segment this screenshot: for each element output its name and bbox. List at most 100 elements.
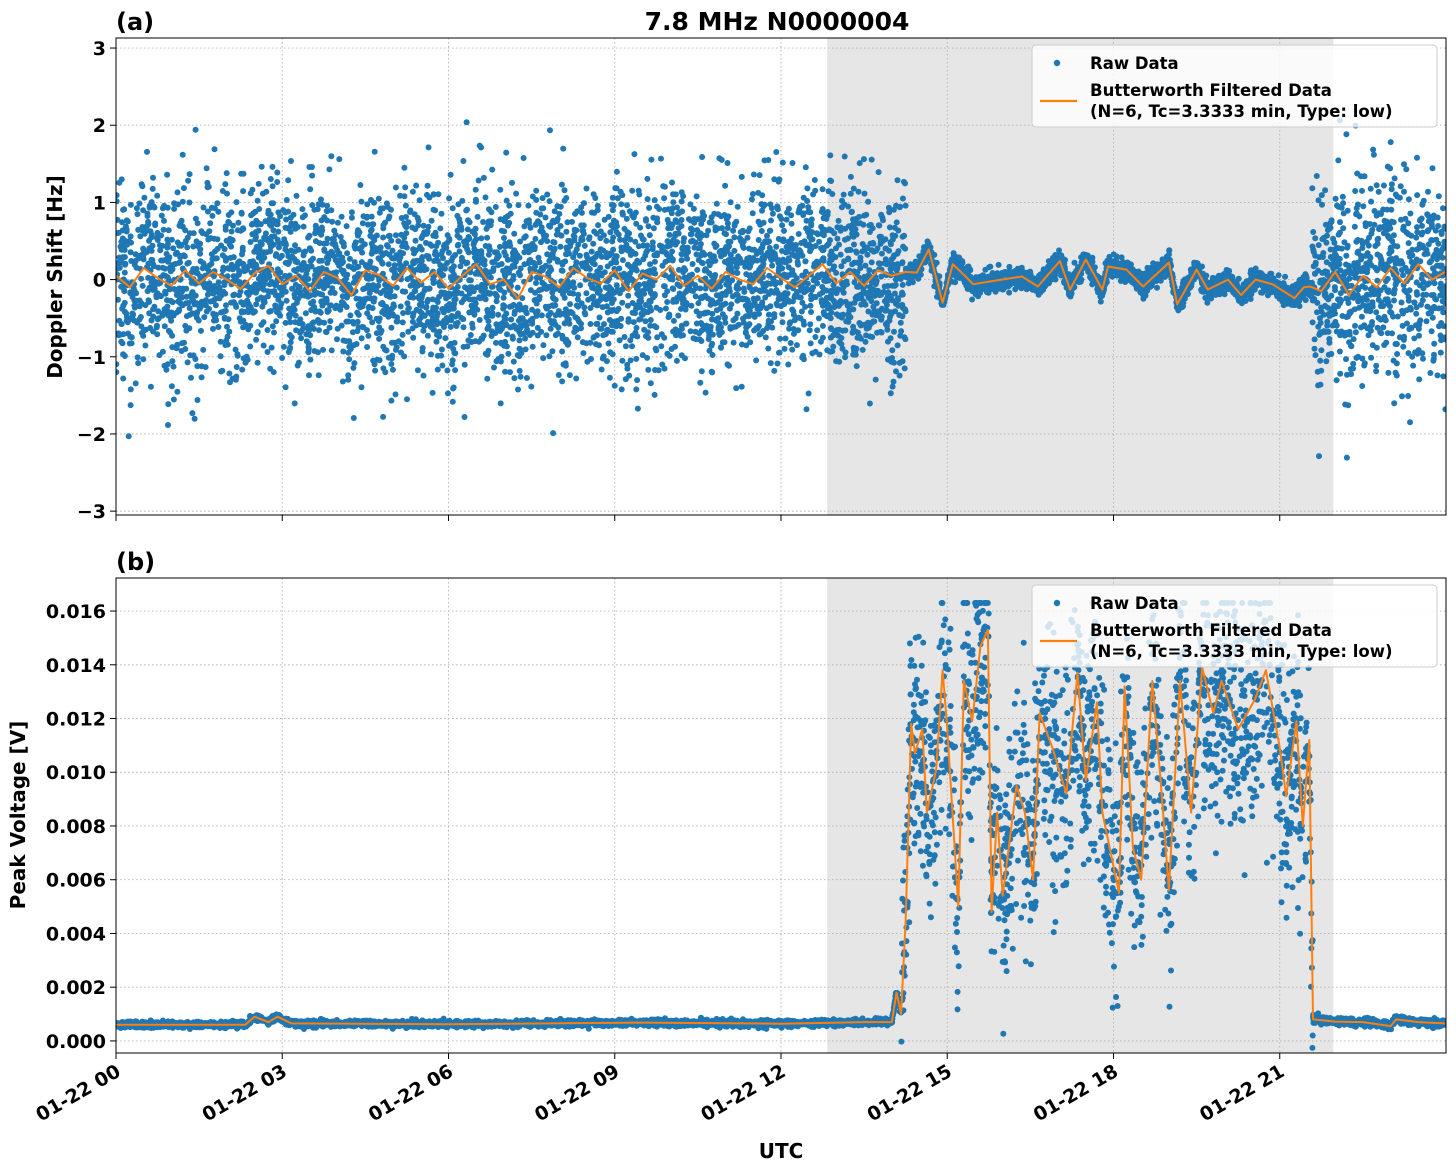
- raw-data-point: [840, 191, 847, 198]
- raw-data-point: [171, 200, 178, 207]
- raw-data-point: [1413, 246, 1420, 253]
- raw-data-point: [851, 279, 858, 286]
- raw-data-point: [603, 358, 610, 365]
- raw-data-point: [1405, 240, 1412, 247]
- raw-data-point: [472, 186, 479, 193]
- raw-data-point: [802, 268, 809, 275]
- raw-data-point: [816, 291, 823, 298]
- raw-data-point: [467, 277, 474, 284]
- raw-data-point: [759, 207, 765, 214]
- raw-data-point: [170, 396, 177, 403]
- raw-data-point: [805, 204, 812, 211]
- raw-data-point: [1360, 203, 1367, 210]
- raw-data-point: [881, 283, 888, 290]
- raw-data-point: [489, 283, 496, 290]
- raw-data-point: [731, 247, 738, 254]
- raw-data-point: [760, 219, 767, 226]
- raw-data-point: [1405, 196, 1412, 203]
- raw-data-point: [1377, 329, 1384, 336]
- raw-data-point: [661, 206, 668, 213]
- raw-data-point: [1400, 227, 1407, 234]
- raw-data-point: [247, 190, 254, 197]
- raw-data-point: [611, 382, 618, 389]
- raw-data-point: [145, 297, 152, 304]
- raw-data-point: [820, 232, 827, 239]
- raw-data-point: [119, 219, 126, 226]
- raw-data-point: [697, 285, 704, 292]
- raw-data-point: [334, 336, 340, 343]
- raw-data-point: [1113, 257, 1120, 263]
- raw-data-point: [164, 274, 171, 281]
- raw-data-point: [647, 380, 654, 387]
- raw-data-point: [1374, 277, 1381, 284]
- raw-data-point: [637, 232, 644, 239]
- raw-data-point: [498, 353, 505, 360]
- raw-data-point: [698, 368, 705, 375]
- raw-data-point: [1405, 393, 1412, 399]
- raw-data-point: [292, 281, 299, 288]
- raw-data-point: [902, 202, 909, 209]
- raw-data-point: [1440, 243, 1446, 250]
- raw-data-point: [855, 188, 862, 195]
- raw-data-point: [1387, 139, 1394, 146]
- raw-data-point: [308, 164, 315, 170]
- raw-data-point: [592, 195, 599, 201]
- raw-data-point: [687, 328, 694, 335]
- raw-data-point: [691, 219, 698, 226]
- raw-data-point: [746, 245, 753, 252]
- y-axis-label-a: Doppler Shift [Hz]: [43, 175, 67, 379]
- raw-data-point: [185, 177, 192, 184]
- raw-data-point: [626, 372, 633, 379]
- raw-data-point: [1424, 228, 1431, 235]
- raw-data-point: [1391, 297, 1397, 304]
- raw-data-point: [972, 291, 979, 298]
- raw-data-point: [1328, 350, 1335, 357]
- raw-data-point: [238, 309, 245, 316]
- raw-data-point: [240, 170, 247, 177]
- raw-data-point: [721, 339, 728, 346]
- raw-data-point: [329, 218, 336, 225]
- raw-data-point: [390, 312, 397, 319]
- raw-data-point: [866, 267, 873, 274]
- raw-data-point: [559, 378, 566, 385]
- raw-data-point: [591, 209, 598, 216]
- raw-data-point: [322, 328, 329, 335]
- raw-data-point: [457, 263, 464, 270]
- raw-data-point: [835, 217, 842, 224]
- raw-data-point: [139, 224, 146, 230]
- raw-data-point: [587, 321, 594, 327]
- raw-data-point: [1408, 232, 1415, 239]
- raw-data-point: [753, 325, 760, 332]
- raw-data-point: [1387, 165, 1394, 172]
- raw-data-point: [630, 319, 637, 326]
- raw-data-point: [364, 344, 371, 350]
- raw-data-point: [279, 355, 286, 361]
- raw-data-point: [768, 257, 775, 263]
- raw-data-point: [606, 374, 613, 381]
- raw-data-point: [1418, 275, 1425, 282]
- raw-data-point: [601, 216, 608, 223]
- raw-data-point: [417, 243, 423, 250]
- raw-data-point: [125, 330, 132, 337]
- raw-data-point: [586, 234, 593, 241]
- raw-data-point: [546, 198, 553, 205]
- raw-data-point: [624, 202, 630, 209]
- raw-data-point: [439, 362, 446, 369]
- raw-data-point: [771, 367, 778, 374]
- raw-data-point: [1322, 221, 1329, 228]
- raw-data-point: [404, 276, 411, 283]
- raw-data-point: [646, 279, 653, 286]
- raw-data-point: [147, 383, 154, 390]
- raw-data-point: [699, 154, 706, 160]
- raw-data-point: [857, 220, 864, 227]
- raw-data-point: [1282, 273, 1289, 280]
- raw-data-point: [878, 211, 885, 218]
- raw-data-point: [849, 261, 856, 268]
- raw-data-point: [807, 302, 814, 309]
- raw-data-point: [489, 166, 496, 173]
- raw-data-point: [201, 314, 208, 321]
- raw-data-point: [694, 266, 701, 273]
- raw-data-point: [695, 300, 702, 307]
- raw-data-point: [642, 285, 649, 292]
- raw-data-point: [748, 196, 755, 203]
